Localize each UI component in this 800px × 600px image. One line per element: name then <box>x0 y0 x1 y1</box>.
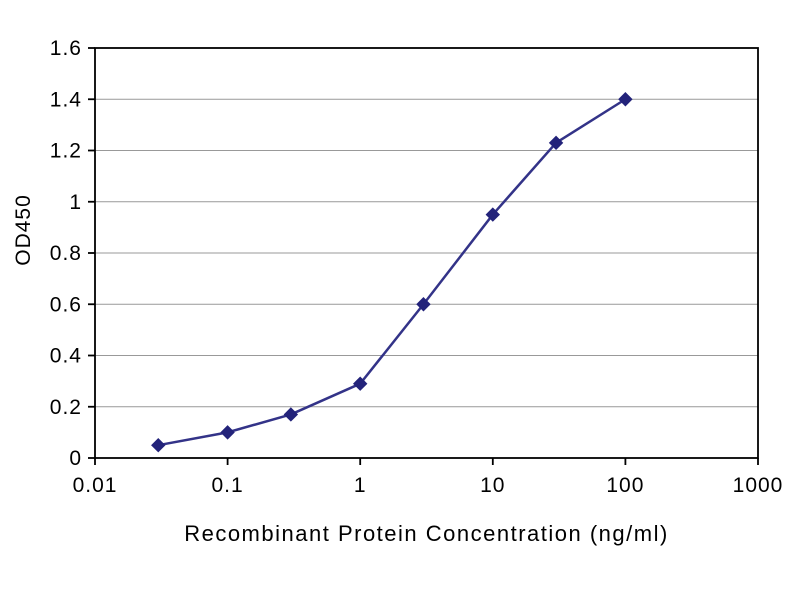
y-tick-label: 0.8 <box>50 242 82 265</box>
data-point-marker <box>283 407 299 422</box>
series-line <box>158 98 627 447</box>
y-axis-title: OD450 <box>12 194 35 266</box>
x-tick-label: 1000 <box>733 474 784 497</box>
data-point-marker <box>151 437 166 453</box>
y-tick-label: 0 <box>69 447 82 470</box>
data-point-marker <box>220 425 235 440</box>
y-tick-label: 1 <box>69 191 82 214</box>
y-tick-label: 1.4 <box>50 88 82 111</box>
y-tick-label: 1.2 <box>50 140 82 163</box>
data-point-marker <box>618 92 633 107</box>
data-point-marker <box>352 376 368 391</box>
x-tick-label: 100 <box>606 474 644 497</box>
data-point-marker <box>485 207 501 222</box>
data-point-marker <box>416 297 431 312</box>
x-axis-title: Recombinant Protein Concentration (ng/ml… <box>184 521 669 546</box>
x-tick-label: 10 <box>480 474 505 497</box>
x-tick-label: 1 <box>354 474 367 497</box>
y-tick-label: 0.4 <box>50 345 82 368</box>
x-tick-label: 0.01 <box>73 474 118 497</box>
data-point-marker <box>548 135 564 151</box>
y-tick-label: 1.6 <box>50 37 82 60</box>
y-tick-label: 0.6 <box>50 293 82 316</box>
y-tick-label: 0.2 <box>50 396 82 419</box>
x-tick-label: 0.1 <box>211 474 243 497</box>
